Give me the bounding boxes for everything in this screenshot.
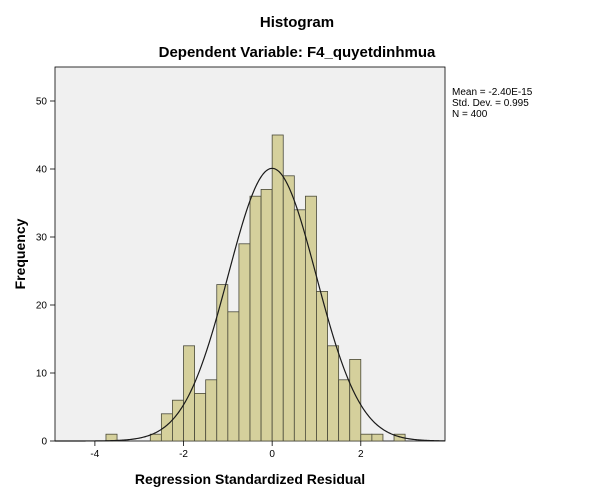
x-axis: -4 -2 0 2 [90, 441, 364, 460]
y-axis: 0 10 20 30 40 50 [36, 97, 55, 448]
histogram-bar [282, 175, 295, 442]
histogram-bar [238, 243, 251, 442]
histogram-bar [271, 134, 284, 442]
histogram-bar [293, 209, 306, 442]
histogram-bar [304, 195, 317, 442]
histogram-bar [172, 399, 184, 442]
histogram-bar [183, 345, 196, 442]
chart-subtitle: Dependent Variable: F4_quyetdinhmua [159, 44, 436, 61]
stats-mean: Mean = -2.40E-15 [452, 87, 533, 98]
histogram-bar [194, 392, 207, 442]
histogram-bar [249, 195, 262, 442]
histogram-bar [216, 284, 229, 442]
y-tick-label: 30 [36, 233, 48, 244]
histogram-bar [149, 433, 162, 442]
y-tick-label: 20 [36, 301, 48, 312]
histogram-bar [205, 379, 218, 442]
histogram-bars [105, 134, 406, 442]
x-tick-label: -2 [179, 449, 188, 460]
y-tick-label: 0 [41, 437, 47, 448]
histogram-bar [371, 433, 384, 442]
normal-curve [55, 167, 446, 442]
y-axis-label: Frequency [12, 218, 28, 289]
stats-std-dev: Std. Dev. = 0.995 [452, 98, 529, 109]
histogram-bar [260, 188, 273, 442]
stats-n: N = 400 [452, 109, 488, 120]
chart-title: Histogram [260, 14, 334, 31]
x-axis-label: Regression Standardized Residual [135, 471, 365, 487]
histogram-bar [338, 379, 351, 442]
x-tick-label: 2 [358, 449, 364, 460]
y-tick-label: 10 [36, 369, 48, 380]
histogram-bar [316, 290, 328, 442]
y-tick-label: 40 [36, 165, 48, 176]
histogram-bar [349, 358, 362, 442]
x-tick-label: 0 [269, 449, 275, 460]
histogram-bar [160, 413, 173, 442]
x-tick-label: -4 [90, 449, 99, 460]
y-tick-label: 50 [36, 97, 48, 108]
histogram-bar [360, 433, 373, 442]
histogram-bar [327, 345, 340, 442]
stats-box: Mean = -2.40E-15 Std. Dev. = 0.995 N = 4… [452, 87, 533, 120]
histogram-bar [227, 311, 240, 442]
